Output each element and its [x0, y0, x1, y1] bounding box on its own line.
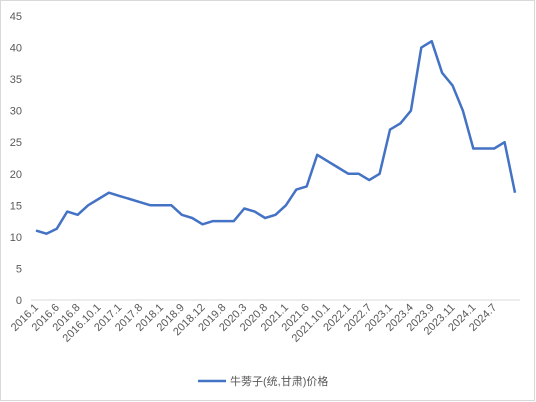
y-tick-label: 30 [10, 106, 22, 118]
y-tick-label: 45 [10, 11, 22, 23]
y-tick-label: 10 [10, 232, 22, 244]
y-tick-label: 5 [16, 263, 22, 275]
y-tick-label: 20 [10, 169, 22, 181]
y-tick-label: 40 [10, 43, 22, 55]
legend-label: 牛蒡子(统,甘肃)价格 [230, 374, 328, 388]
data-line [35, 39, 517, 235]
y-tick-label: 35 [10, 74, 22, 86]
y-tick-label: 25 [10, 137, 22, 149]
y-tick-label: 15 [10, 200, 22, 212]
y-tick-label: 0 [16, 295, 22, 307]
